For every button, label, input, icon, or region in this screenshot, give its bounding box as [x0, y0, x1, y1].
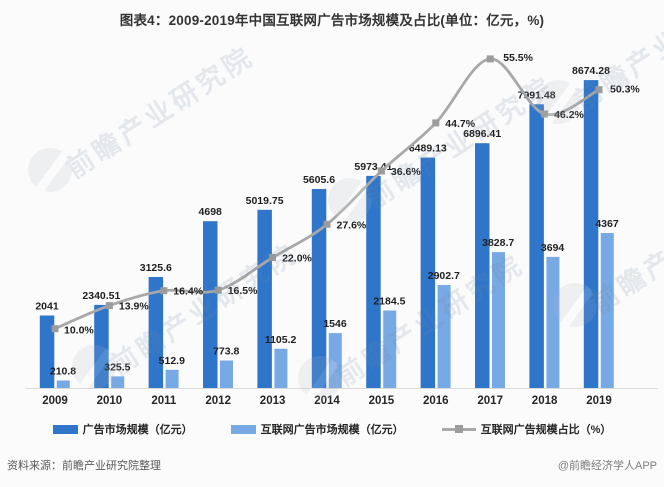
legend: 广告市场规模（亿元） 互联网广告市场规模（亿元） 互联网广告规模占比（%） — [0, 421, 664, 437]
x-axis-tick-2012: 2012 — [205, 395, 231, 407]
x-axis-tick-2019: 2019 — [586, 395, 612, 407]
legend-label-share: 互联网广告规模占比（%） — [480, 424, 612, 436]
bar-internet-ad-2015 — [383, 310, 397, 388]
share-point-label-2010: 13.9% — [119, 301, 149, 313]
bar-label-internet-2015: 2184.5 — [373, 296, 405, 308]
share-line-marker-2014 — [323, 220, 331, 228]
bar-internet-ad-2019 — [600, 233, 614, 388]
bar-label-total-2014: 5605.6 — [303, 174, 335, 186]
bar-total-ad-2013 — [257, 209, 272, 388]
share-line — [54, 57, 600, 330]
bar-label-internet-2010: 325.5 — [104, 361, 130, 373]
bar-label-total-2010: 2340.51 — [82, 290, 120, 302]
bar-label-internet-2011: 512.9 — [159, 355, 185, 367]
share-line-marker-2017 — [486, 55, 494, 63]
bar-label-total-2017: 6896.41 — [463, 128, 501, 140]
bar-total-ad-2014 — [311, 189, 327, 388]
bar-label-internet-2018: 3694 — [541, 242, 565, 254]
bar-label-total-2009: 2041 — [35, 301, 59, 313]
legend-item-total-ad-market: 广告市场规模（亿元） — [52, 421, 193, 437]
source-note: 资料来源：前瞻产业研究院整理 — [7, 460, 161, 472]
x-axis-tick-2017: 2017 — [477, 395, 503, 407]
share-line-marker-2010 — [105, 302, 113, 310]
bar-total-ad-2019 — [583, 80, 599, 388]
share-point-label-2016: 44.7% — [445, 118, 475, 130]
legend-label-internet: 互联网广告市场规模（亿元） — [260, 424, 404, 436]
bar-total-ad-2010 — [94, 304, 109, 388]
share-point-label-2012: 16.5% — [228, 285, 258, 297]
share-point-label-2009: 10.0% — [64, 325, 94, 337]
share-point-label-2013: 22.0% — [282, 253, 312, 265]
bar-label-total-2019: 8674.28 — [572, 65, 610, 77]
bar-internet-ad-2013 — [274, 348, 288, 388]
footer: 资料来源：前瞻产业研究院整理 @前瞻经济学人APP — [0, 457, 664, 473]
bar-total-ad-2009 — [39, 315, 55, 388]
share-point-label-2014: 27.6% — [337, 219, 367, 231]
bar-label-internet-2012: 773.8 — [213, 346, 239, 358]
plot-svg: 2041 210.8 2009 2340.51 325.5 2010 3125.6 512.9… — [26, 52, 658, 407]
share-point-label-2015: 36.6% — [391, 166, 421, 178]
legend-swatch-total — [52, 424, 78, 434]
legend-line-marker-square — [454, 425, 463, 433]
share-line-marker-2018 — [541, 110, 549, 118]
share-point-label-2019: 50.3% — [610, 84, 640, 96]
bar-total-ad-2012 — [203, 221, 218, 388]
bar-internet-ad-2009 — [56, 380, 70, 388]
bar-label-internet-2013: 1105.2 — [265, 334, 297, 346]
bar-total-ad-2016 — [420, 157, 436, 388]
bar-internet-ad-2011 — [165, 369, 179, 388]
legend-item-internet-ad-market: 互联网广告市场规模（亿元） — [230, 421, 404, 437]
share-line-marker-2012 — [214, 286, 222, 294]
share-line-marker-2011 — [160, 287, 168, 295]
share-line-marker-2009 — [51, 325, 59, 333]
bar-label-internet-2019: 4367 — [595, 218, 619, 230]
bar-label-internet-2017: 3828.7 — [482, 237, 514, 249]
share-line-marker-2015 — [377, 167, 385, 175]
x-axis-tick-2010: 2010 — [97, 395, 123, 407]
x-axis-tick-2009: 2009 — [42, 395, 68, 407]
bar-internet-ad-2017 — [492, 252, 505, 388]
legend-label-total: 广告市场规模（亿元） — [82, 424, 193, 436]
credit-note: @前瞻经济学人APP — [557, 460, 657, 472]
legend-swatch-internet — [230, 424, 256, 434]
plot-area: 2041 210.8 2009 2340.51 325.5 2010 3125.6 512.9… — [0, 40, 664, 420]
x-axis-tick-2016: 2016 — [423, 395, 449, 407]
bar-internet-ad-2018 — [546, 256, 560, 388]
bar-internet-ad-2010 — [111, 376, 125, 388]
bar-total-ad-2017 — [475, 143, 490, 388]
x-axis-tick-2013: 2013 — [260, 395, 286, 407]
bar-internet-ad-2012 — [220, 360, 233, 388]
x-axis-tick-2018: 2018 — [532, 395, 558, 407]
x-axis-tick-2014: 2014 — [314, 395, 340, 407]
share-point-label-2018: 46.2% — [554, 109, 584, 121]
bar-label-total-2016: 6489.13 — [409, 143, 447, 155]
x-axis-tick-2015: 2015 — [369, 395, 395, 407]
bar-label-total-2012: 4698 — [199, 206, 223, 218]
legend-line-swatch — [441, 425, 476, 433]
chart-title: 图表4：2009-2019年中国互联网广告市场规模及占比(单位：亿元，%) — [119, 13, 545, 28]
bar-total-ad-2011 — [148, 277, 164, 388]
share-line-marker-2016 — [432, 119, 440, 127]
bar-internet-ad-2016 — [437, 285, 451, 388]
bar-internet-ad-2014 — [328, 333, 342, 388]
share-line-marker-2019 — [595, 86, 603, 94]
share-point-label-2017: 55.5% — [503, 52, 533, 64]
bar-total-ad-2018 — [529, 104, 544, 389]
bar-label-internet-2016: 2902.7 — [428, 270, 460, 282]
x-axis-tick-2011: 2011 — [151, 395, 177, 407]
bar-label-internet-2014: 1546 — [323, 318, 347, 330]
bar-label-total-2013: 5019.75 — [246, 195, 284, 207]
bar-label-internet-2009: 210.8 — [50, 366, 76, 378]
legend-item-share-line: 互联网广告规模占比（%） — [441, 421, 612, 437]
bar-label-total-2011: 3125.6 — [140, 262, 172, 274]
share-line-marker-2013 — [269, 254, 277, 261]
share-point-label-2011: 16.4% — [173, 286, 203, 298]
bar-total-ad-2015 — [366, 175, 381, 388]
